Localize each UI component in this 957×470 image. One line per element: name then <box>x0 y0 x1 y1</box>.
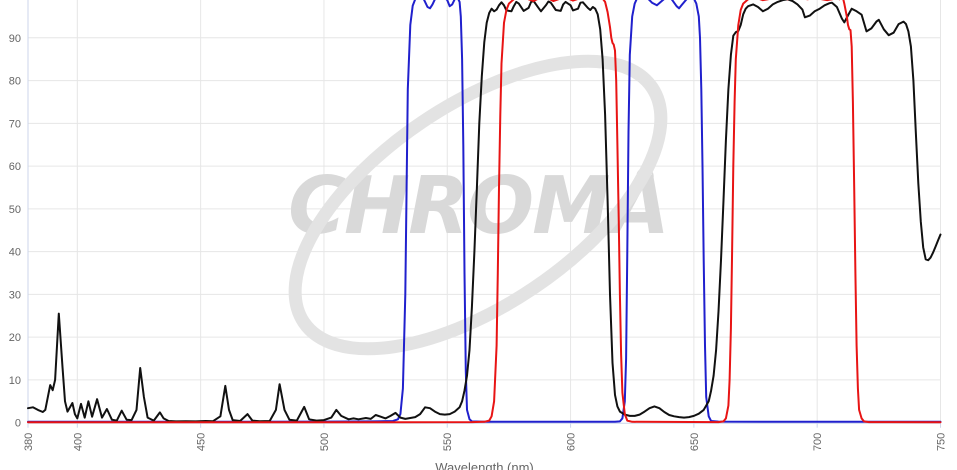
y-tick-label: 10 <box>9 375 21 387</box>
y-tick-label: 40 <box>9 247 21 259</box>
y-tick-label: 60 <box>9 161 21 173</box>
y-tick-label: 80 <box>9 76 21 88</box>
x-axis-labels: 380 400 450 500 550 600 650 700 750 <box>23 433 948 451</box>
series-line-red-dualband-filter <box>27 0 942 424</box>
x-tick-label: 380 <box>23 433 35 451</box>
x-tick-label: 600 <box>566 433 578 451</box>
x-tick-label: 550 <box>442 433 454 451</box>
x-tick-label: 450 <box>196 433 208 451</box>
y-tick-label: 70 <box>9 118 21 130</box>
y-axis-labels: 0 10 20 30 40 50 60 70 80 90 100 <box>3 0 21 430</box>
x-tick-label: 650 <box>689 433 701 451</box>
x-tick-label: 500 <box>319 433 331 451</box>
x-axis-title: Wavelength (nm) <box>435 460 534 470</box>
watermark-swoosh <box>288 54 668 356</box>
x-tick-label: 400 <box>72 433 84 451</box>
y-tick-label: 20 <box>9 332 21 344</box>
series-lines <box>27 0 942 424</box>
y-tick-label: 0 <box>15 418 21 430</box>
x-tick-label: 700 <box>812 433 824 451</box>
watermark: CHROMA ® <box>288 54 670 356</box>
gridlines <box>28 0 941 423</box>
y-tick-label: 90 <box>9 33 21 45</box>
y-tick-label: 50 <box>9 204 21 216</box>
y-tick-label: 30 <box>9 289 21 301</box>
y-tick-label: 100 <box>3 0 21 2</box>
x-tick-label: 750 <box>936 433 948 451</box>
